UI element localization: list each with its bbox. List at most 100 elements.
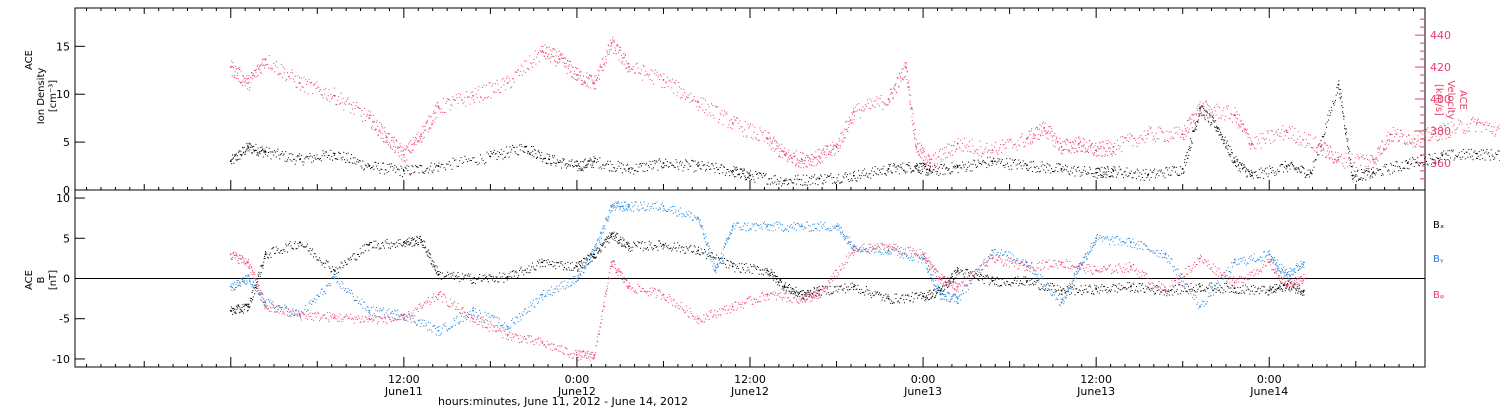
velocity-dot bbox=[1105, 140, 1107, 142]
velocity-dot bbox=[654, 69, 656, 71]
velocity-dot bbox=[769, 144, 771, 146]
ion-density-dot bbox=[644, 170, 646, 172]
velocity-dot bbox=[882, 108, 884, 110]
bx-dot bbox=[427, 255, 429, 257]
velocity-dot bbox=[1160, 127, 1162, 129]
ion-density-dot bbox=[1010, 165, 1012, 167]
ion-density-dot bbox=[904, 171, 906, 173]
velocity-dot bbox=[788, 149, 790, 151]
ion-density-dot bbox=[872, 174, 874, 176]
velocity-dot bbox=[807, 156, 809, 158]
ion-density-dot bbox=[820, 175, 822, 177]
bx-dot bbox=[393, 243, 395, 245]
velocity-dot bbox=[443, 111, 445, 113]
ion-density-dot bbox=[1400, 170, 1402, 172]
ion-density-dot bbox=[366, 166, 368, 168]
velocity-dot bbox=[1109, 141, 1111, 143]
velocity-dot bbox=[608, 51, 610, 53]
velocity-dot bbox=[576, 67, 578, 69]
ion-density-dot bbox=[1117, 172, 1119, 174]
ion-density-dot bbox=[1246, 176, 1248, 178]
ion-density-dot bbox=[1322, 136, 1324, 138]
ion-density-dot bbox=[830, 173, 832, 175]
ion-density-dot bbox=[1375, 172, 1377, 174]
ion-density-dot bbox=[667, 166, 669, 168]
velocity-dot bbox=[573, 70, 575, 72]
velocity-dot bbox=[1363, 158, 1365, 160]
velocity-dot bbox=[739, 120, 741, 122]
ion-density-dot bbox=[906, 171, 908, 173]
ion-density-dot bbox=[572, 165, 574, 167]
velocity-dot bbox=[1136, 146, 1138, 148]
velocity-dot bbox=[1463, 132, 1465, 134]
velocity-dot bbox=[847, 121, 849, 123]
ion-density-dot bbox=[370, 167, 372, 169]
bx-dot bbox=[367, 244, 369, 246]
velocity-dot bbox=[1171, 136, 1173, 138]
velocity-dot bbox=[922, 149, 924, 151]
bx-dot bbox=[242, 312, 244, 314]
ion-density-dot bbox=[519, 149, 521, 151]
ion-density-dot bbox=[602, 164, 604, 166]
ion-density-dot bbox=[1362, 177, 1364, 179]
ion-density-dot bbox=[739, 168, 741, 170]
bx-dot bbox=[256, 281, 258, 283]
ion-density-dot bbox=[1157, 170, 1159, 172]
velocity-dot bbox=[419, 135, 421, 137]
ion-density-dot bbox=[708, 166, 710, 168]
velocity-dot bbox=[843, 140, 845, 142]
ion-density-dot bbox=[1188, 146, 1190, 148]
velocity-dot bbox=[777, 146, 779, 148]
ion-density-dot bbox=[1358, 179, 1360, 181]
ion-density-dot bbox=[295, 160, 297, 162]
velocity-dot bbox=[829, 153, 831, 155]
velocity-dot bbox=[614, 41, 616, 43]
velocity-dot bbox=[584, 81, 586, 83]
velocity-dot bbox=[453, 99, 455, 101]
ion-density-dot bbox=[480, 154, 481, 156]
ion-density-dot bbox=[1132, 177, 1134, 179]
ion-density-dot bbox=[769, 178, 771, 180]
velocity-dot bbox=[1188, 131, 1190, 133]
ion-density-dot bbox=[616, 168, 618, 170]
velocity-dot bbox=[767, 131, 769, 133]
velocity-dot bbox=[872, 105, 874, 107]
velocity-dot bbox=[1427, 139, 1429, 141]
velocity-dot bbox=[666, 81, 668, 83]
ion-density-dot bbox=[795, 183, 797, 185]
velocity-dot bbox=[672, 78, 674, 80]
ion-density-dot bbox=[409, 173, 411, 175]
ion-density-dot bbox=[1105, 173, 1107, 175]
velocity-dot bbox=[490, 97, 492, 99]
ion-density-dot bbox=[952, 171, 954, 173]
bx-dot bbox=[329, 268, 331, 270]
ion-density-dot bbox=[685, 159, 687, 161]
velocity-dot bbox=[729, 120, 731, 122]
ion-density-dot bbox=[485, 162, 487, 164]
velocity-dot bbox=[891, 93, 893, 95]
ion-density-dot bbox=[1064, 168, 1066, 170]
ion-density-dot bbox=[252, 145, 254, 147]
ion-density-dot bbox=[581, 160, 583, 162]
ion-density-dot bbox=[936, 173, 938, 175]
ion-density-dot bbox=[966, 168, 968, 170]
velocity-dot bbox=[1250, 144, 1252, 146]
ion-density-dot bbox=[652, 160, 654, 162]
velocity-dot bbox=[586, 72, 588, 74]
velocity-dot bbox=[571, 75, 573, 77]
velocity-dot bbox=[1409, 143, 1411, 145]
bx-dot bbox=[271, 248, 273, 250]
ion-density-dot bbox=[801, 179, 803, 181]
velocity-dot bbox=[1079, 141, 1081, 143]
velocity-dot bbox=[1116, 139, 1118, 141]
ion-density-dot bbox=[1356, 175, 1358, 177]
velocity-dot bbox=[1247, 136, 1249, 138]
velocity-dot bbox=[1050, 131, 1052, 133]
velocity-dot bbox=[1260, 147, 1262, 149]
velocity-dot bbox=[1131, 135, 1133, 137]
velocity-dot bbox=[1050, 135, 1052, 137]
velocity-dot bbox=[1396, 133, 1398, 135]
bx-dot bbox=[233, 307, 235, 309]
bx-dot bbox=[440, 271, 442, 273]
